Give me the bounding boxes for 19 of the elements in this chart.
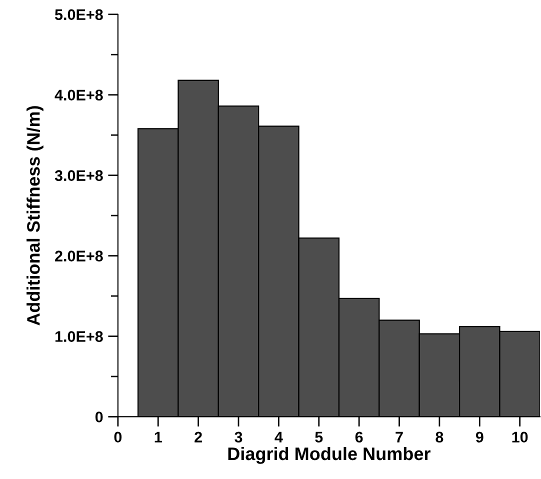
- x-tick-label: 3: [234, 432, 242, 443]
- y-tick-label: 3.0E+8: [54, 170, 103, 182]
- x-tick-label: 5: [315, 432, 323, 443]
- x-tick-label: 10: [512, 432, 528, 443]
- y-tick-label: 0: [95, 412, 103, 422]
- x-tick-label: 0: [114, 432, 122, 443]
- y-tick-label: 2.0E+8: [55, 250, 103, 262]
- x-tick-label: 9: [476, 432, 484, 443]
- x-tick-label: 2: [194, 432, 202, 442]
- y-tick-label: 5.0E+8: [54, 9, 103, 20]
- x-axis-title: Diagrid Module Number: [228, 446, 430, 464]
- y-tick-label: 4.0E+8: [54, 90, 103, 101]
- y-axis-title: Additional Stiffness (N/m): [26, 106, 44, 326]
- y-tick-label: 1.0E+8: [55, 331, 103, 342]
- x-tick-label: 8: [436, 432, 444, 443]
- x-tick-label: 7: [396, 432, 403, 442]
- x-tick-label: 1: [154, 432, 162, 442]
- x-tick-label: 6: [355, 432, 363, 443]
- x-tick-label: 4: [274, 432, 283, 442]
